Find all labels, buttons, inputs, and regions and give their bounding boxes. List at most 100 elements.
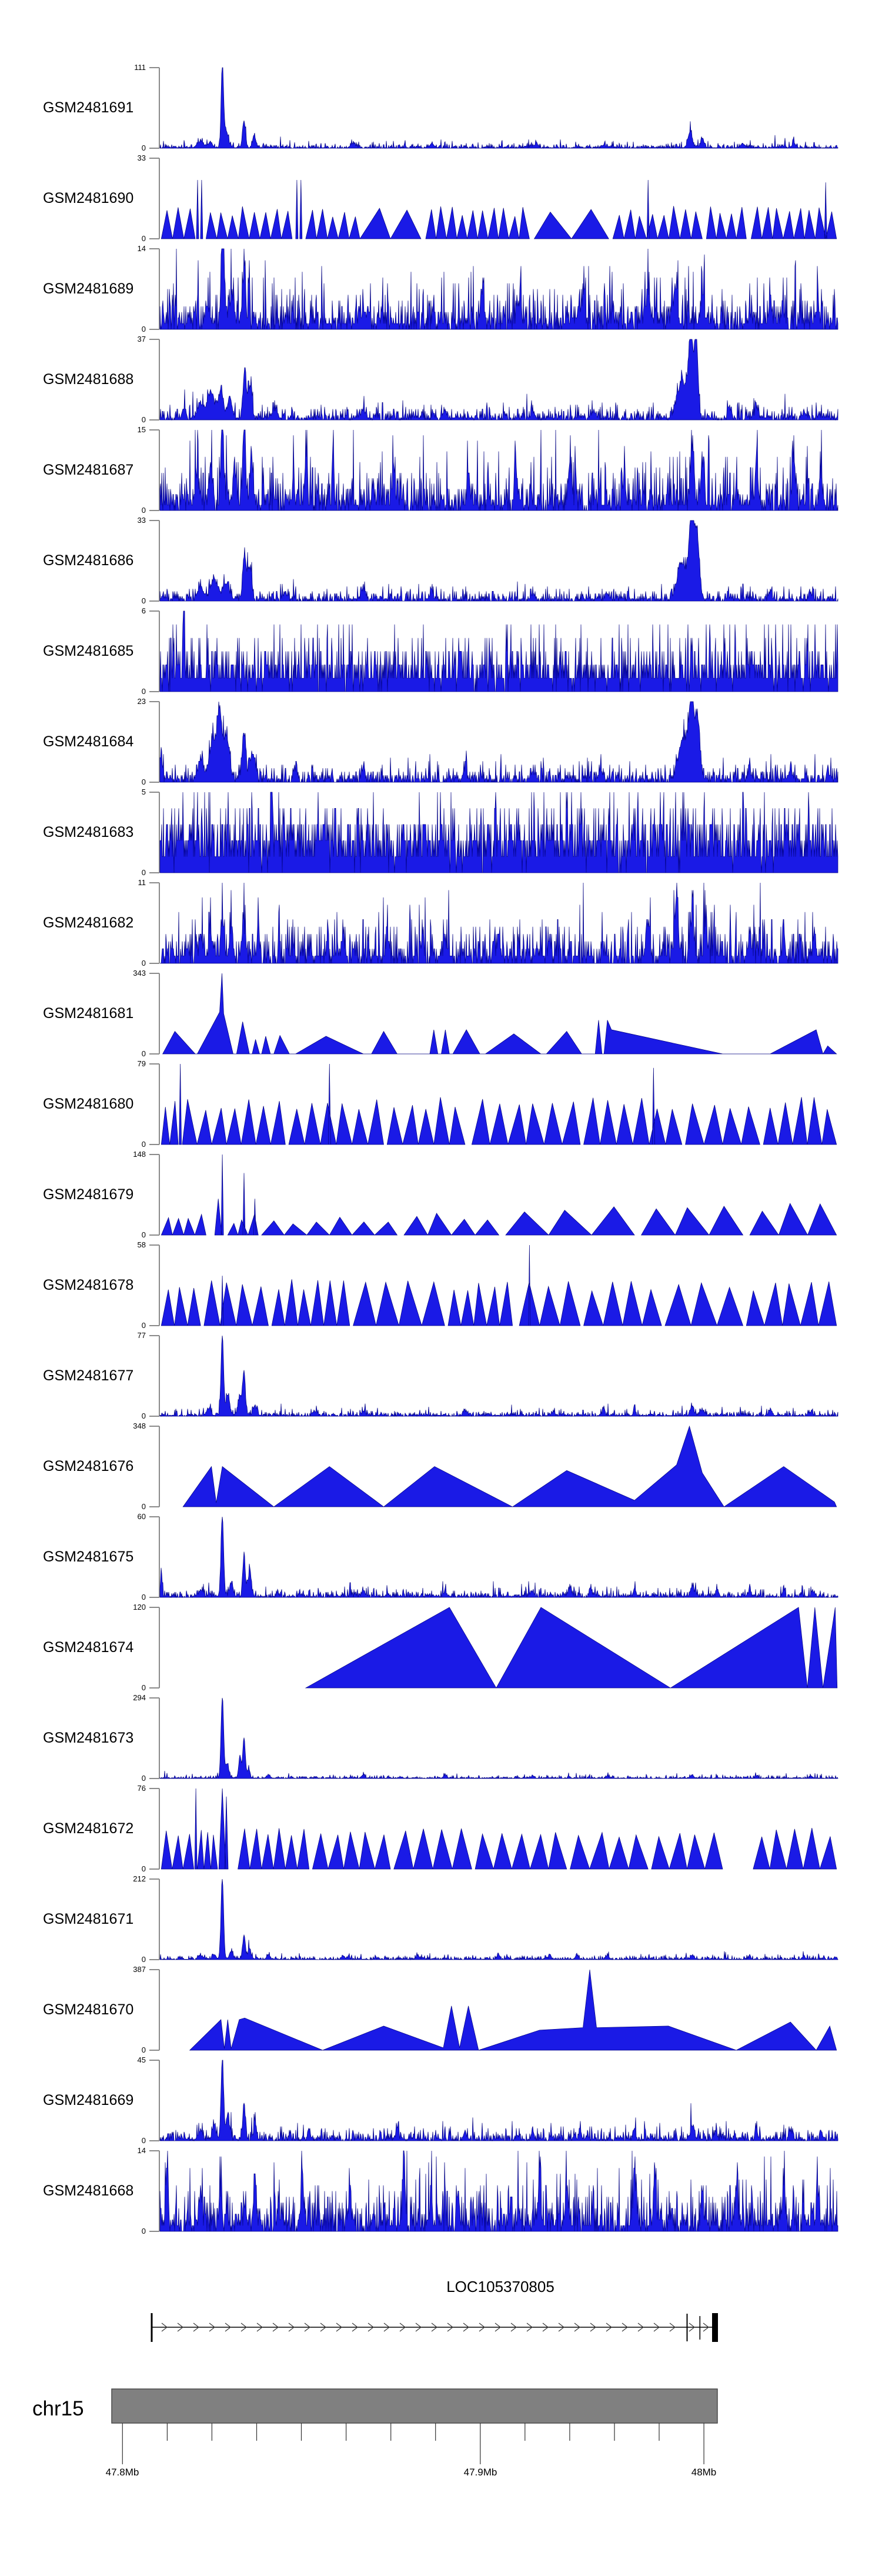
track-ymax-label: 343 xyxy=(133,969,146,977)
track-sample-label: GSM2481676 xyxy=(43,1458,134,1474)
track-zero-label: 0 xyxy=(141,1774,146,1783)
track-zero-label: 0 xyxy=(141,234,146,243)
track-y-axis xyxy=(149,1878,160,1960)
track-y-axis xyxy=(149,1607,160,1689)
track-y-axis xyxy=(149,882,160,964)
track-zero-label: 0 xyxy=(141,325,146,333)
axis-tick-label-47.8Mb: 47.8Mb xyxy=(105,2467,139,2478)
track-y-axis xyxy=(149,158,160,239)
track-y-axis xyxy=(149,701,160,783)
track-y-axis xyxy=(149,792,160,873)
track-sample-label: GSM2481690 xyxy=(43,190,134,206)
track-sample-label: GSM2481678 xyxy=(43,1277,134,1293)
track-y-axis xyxy=(149,429,160,511)
signal-area xyxy=(159,2060,838,2142)
track-y-axis xyxy=(149,1788,160,1870)
track-sample-label: GSM2481686 xyxy=(43,552,134,569)
track-zero-label: 0 xyxy=(141,2227,146,2235)
track-ymax-label: 33 xyxy=(137,516,146,525)
signal-area xyxy=(305,1607,838,1689)
track-zero-label: 0 xyxy=(141,2136,146,2145)
signal-area xyxy=(159,248,838,330)
track-zero-label: 0 xyxy=(141,1049,146,1058)
track-sample-label: GSM2481674 xyxy=(43,1639,134,1656)
signal-area xyxy=(160,882,838,964)
track-ymax-label: 294 xyxy=(133,1693,146,1702)
signal-area xyxy=(159,429,838,511)
track-sample-label: GSM2481670 xyxy=(43,2001,134,2018)
track-y-axis xyxy=(149,2060,160,2141)
track-sample-label: GSM2481687 xyxy=(43,462,134,478)
track-ymax-label: 58 xyxy=(137,1240,146,1249)
track-zero-label: 0 xyxy=(141,1864,146,1873)
track-y-axis xyxy=(149,520,160,602)
signal-area xyxy=(159,1335,838,1417)
track-ymax-label: 45 xyxy=(137,2056,146,2064)
track-y-axis xyxy=(149,248,160,330)
track-sample-label: GSM2481675 xyxy=(43,1549,134,1565)
track-ymax-label: 33 xyxy=(137,154,146,162)
track-ymax-label: 348 xyxy=(133,1422,146,1430)
track-ymax-label: 14 xyxy=(137,2146,146,2155)
signal-area xyxy=(161,1154,837,1236)
track-ymax-label: 14 xyxy=(137,244,146,253)
signal-area xyxy=(182,1425,837,1507)
track-y-axis xyxy=(149,1697,160,1779)
track-zero-label: 0 xyxy=(141,1321,146,1330)
track-zero-label: 0 xyxy=(141,1502,146,1511)
track-y-axis xyxy=(149,610,160,692)
signal-area xyxy=(159,792,838,873)
signal-area xyxy=(161,1063,837,1145)
track-zero-label: 0 xyxy=(141,506,146,515)
track-zero-label: 0 xyxy=(141,687,146,696)
track-zero-label: 0 xyxy=(141,1593,146,1601)
signal-area xyxy=(161,1788,837,1870)
track-y-axis xyxy=(149,1516,160,1598)
signal-area xyxy=(189,1969,837,2051)
track-zero-label: 0 xyxy=(141,1140,146,1149)
gene-exon-start xyxy=(151,2313,153,2342)
track-zero-label: 0 xyxy=(141,778,146,786)
track-y-axis xyxy=(149,973,160,1055)
signal-area xyxy=(159,701,838,783)
track-y-axis xyxy=(149,339,160,421)
track-zero-label: 0 xyxy=(141,596,146,605)
track-y-axis xyxy=(149,1426,160,1507)
track-ymax-label: 79 xyxy=(137,1059,146,1068)
track-sample-label: GSM2481685 xyxy=(43,643,134,659)
track-ymax-label: 148 xyxy=(133,1150,146,1159)
signal-area xyxy=(159,520,838,602)
track-ymax-label: 6 xyxy=(141,606,146,615)
track-sample-label: GSM2481691 xyxy=(43,99,134,116)
track-y-axis xyxy=(149,1063,160,1145)
track-ymax-label: 37 xyxy=(137,335,146,343)
track-zero-label: 0 xyxy=(141,415,146,424)
track-y-axis xyxy=(149,1244,160,1326)
signal-area xyxy=(159,1697,838,1780)
track-zero-label: 0 xyxy=(141,2046,146,2054)
track-ymax-label: 60 xyxy=(137,1512,146,1521)
track-ymax-label: 111 xyxy=(134,63,146,72)
gene-exon-end xyxy=(712,2313,718,2342)
track-zero-label: 0 xyxy=(141,144,146,152)
track-sample-label: GSM2481681 xyxy=(43,1005,134,1022)
signal-area xyxy=(162,973,837,1055)
signal-area xyxy=(159,67,838,149)
gene-exon xyxy=(686,2314,688,2341)
track-zero-label: 0 xyxy=(141,1230,146,1239)
track-y-axis xyxy=(149,2150,160,2232)
track-zero-label: 0 xyxy=(141,1683,146,1692)
track-zero-label: 0 xyxy=(141,1412,146,1420)
track-sample-label: GSM2481671 xyxy=(43,1911,134,1927)
track-zero-label: 0 xyxy=(141,1955,146,1964)
signal-area xyxy=(161,179,837,239)
signal-area xyxy=(159,2150,838,2232)
track-ymax-label: 120 xyxy=(133,1603,146,1611)
track-ymax-label: 387 xyxy=(133,1965,146,1974)
track-ymax-label: 212 xyxy=(133,1874,146,1883)
track-sample-label: GSM2481680 xyxy=(43,1096,134,1112)
track-ymax-label: 77 xyxy=(137,1331,146,1340)
signal-area xyxy=(159,339,838,421)
axis-tick-label-48Mb: 48Mb xyxy=(691,2467,717,2478)
